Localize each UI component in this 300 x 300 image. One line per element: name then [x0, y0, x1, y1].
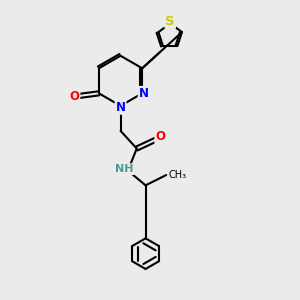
Text: O: O — [69, 90, 80, 103]
Text: S: S — [165, 15, 175, 28]
Text: N: N — [139, 87, 149, 100]
Text: NH: NH — [115, 164, 134, 174]
Text: O: O — [155, 130, 165, 143]
Text: N: N — [116, 101, 126, 114]
Text: CH₃: CH₃ — [169, 170, 187, 180]
